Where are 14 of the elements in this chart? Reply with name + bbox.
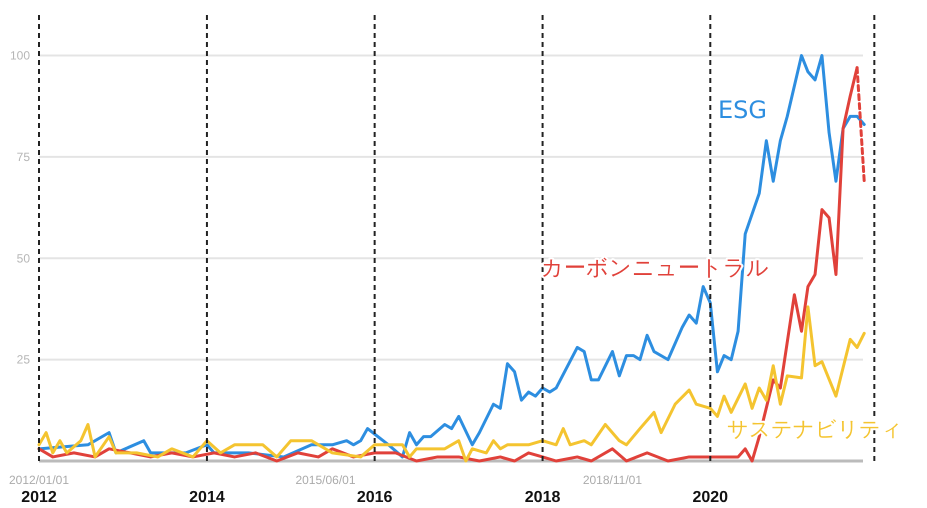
y-tick-label: 100 xyxy=(10,48,30,63)
y-tick-label: 50 xyxy=(16,251,30,266)
ref-line-label: 2018 xyxy=(524,489,560,506)
x-tick-label: 2018/11/01 xyxy=(582,473,642,487)
ref-line-label: 2020 xyxy=(692,489,728,506)
x-tick-label: 2012/01/01 xyxy=(8,473,70,487)
ref-line-label: 2016 xyxy=(356,489,393,506)
y-tick-label: 75 xyxy=(16,150,30,164)
ref-line-label: 2012 xyxy=(21,489,57,506)
x-tick-label: 2015/06/01 xyxy=(295,473,356,487)
y-tick-label: 25 xyxy=(16,352,30,367)
series-label: カーボンニュートラル xyxy=(541,256,769,281)
series-label: ESG xyxy=(718,96,767,124)
ref-line-label: 2014 xyxy=(189,489,225,506)
